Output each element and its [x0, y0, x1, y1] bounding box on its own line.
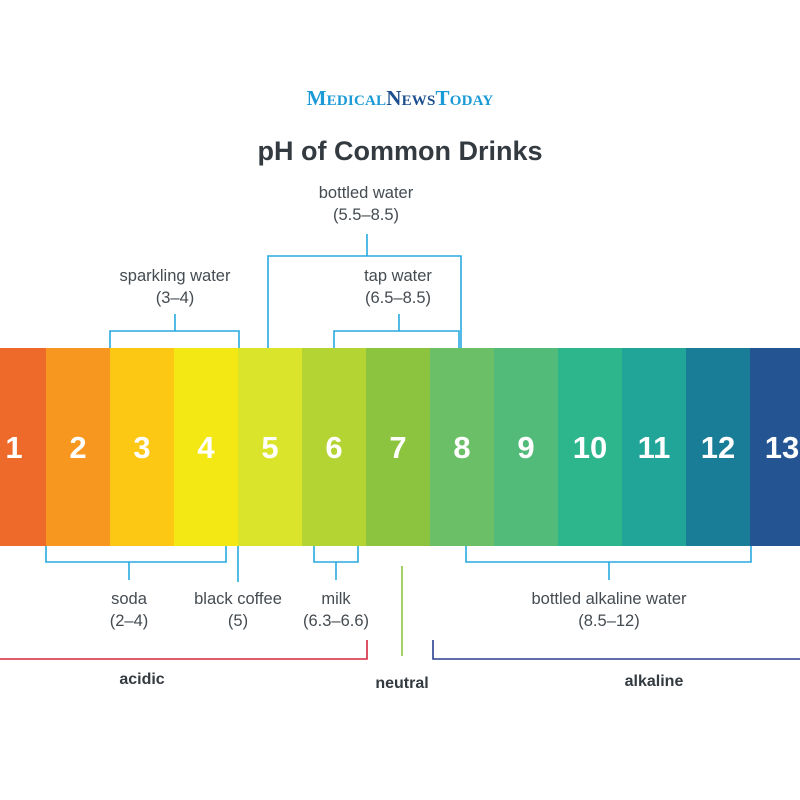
range-brackets: [45, 234, 752, 582]
ph-number-6: 6: [325, 430, 342, 465]
bracket-bottled-alkaline-water: [465, 546, 752, 580]
ph-segment-8: [430, 348, 495, 546]
ph-segment-2: [46, 348, 111, 546]
chart-title: pH of Common Drinks: [257, 136, 543, 166]
ph-number-2: 2: [69, 430, 86, 465]
ph-number-8: 8: [453, 430, 470, 465]
ph-segment-10: [558, 348, 623, 546]
ph-number-12: 12: [701, 430, 735, 465]
label-black-coffee: black coffee (5): [194, 588, 282, 632]
ph-number-5: 5: [261, 430, 278, 465]
bracket-sparkling-water: [109, 314, 240, 348]
drink-name: tap water: [364, 267, 432, 285]
ph-scale-bar: 1 2 3 4 5 6 7 8 9 10 11 12 13: [0, 348, 800, 546]
region-neutral-label: neutral: [375, 675, 429, 692]
bracket-bottled-water: [267, 234, 462, 348]
ph-segment-12: [686, 348, 751, 546]
ph-number-13: 13: [765, 430, 799, 465]
drink-name: black coffee: [194, 590, 282, 608]
region-alkaline-label: alkaline: [624, 673, 684, 690]
drink-name: soda: [111, 590, 147, 608]
alkaline-line: [432, 640, 800, 660]
ph-number-1: 1: [5, 430, 22, 465]
label-soda: soda (2–4): [110, 588, 149, 632]
bracket-tap-water: [333, 314, 460, 348]
ph-segment-3: [110, 348, 175, 546]
ph-segment-4: [174, 348, 239, 546]
ph-number-4: 4: [197, 430, 215, 465]
drink-name: milk: [321, 590, 351, 608]
bracket-soda: [45, 546, 227, 580]
label-bottled-alkaline-water: bottled alkaline water (8.5–12): [531, 588, 686, 632]
drink-range: (2–4): [109, 612, 149, 630]
ph-segment-7: [366, 348, 431, 546]
label-tap-water: tap water (6.5–8.5): [364, 265, 432, 309]
ph-segment-5: [238, 348, 303, 546]
ph-segment-11: [622, 348, 687, 546]
drink-range: (5): [227, 612, 249, 630]
ph-number-11: 11: [638, 430, 671, 465]
drink-name: bottled alkaline water: [531, 590, 687, 608]
drink-range: (3–4): [155, 289, 195, 307]
ph-segment-9: [494, 348, 559, 546]
medical-news-today-logo: MEDICALNEWSTODAY: [306, 86, 494, 110]
label-sparkling-water: sparkling water (3–4): [120, 265, 231, 309]
drink-name: sparkling water: [119, 267, 231, 285]
region-acidic-label: acidic: [119, 671, 165, 688]
ph-number-7: 7: [389, 430, 406, 465]
acidic-line: [0, 640, 368, 660]
ph-segment-13: [750, 348, 800, 546]
drink-range: (6.3–6.6): [302, 612, 370, 630]
ph-number-9: 9: [517, 430, 534, 465]
ph-segment-6: [302, 348, 367, 546]
label-milk: milk (6.3–6.6): [303, 588, 369, 632]
bracket-milk: [313, 546, 359, 580]
region-lines: [0, 566, 800, 660]
ph-number-10: 10: [573, 430, 607, 465]
drink-range: (5.5–8.5): [332, 206, 400, 224]
label-bottled-water: bottled water (5.5–8.5): [319, 182, 413, 226]
ph-segment-1: [0, 348, 47, 546]
drink-range: (8.5–12): [578, 612, 640, 630]
drink-name: bottled water: [318, 184, 414, 202]
drink-range: (6.5–8.5): [364, 289, 432, 307]
ph-number-3: 3: [133, 430, 150, 465]
